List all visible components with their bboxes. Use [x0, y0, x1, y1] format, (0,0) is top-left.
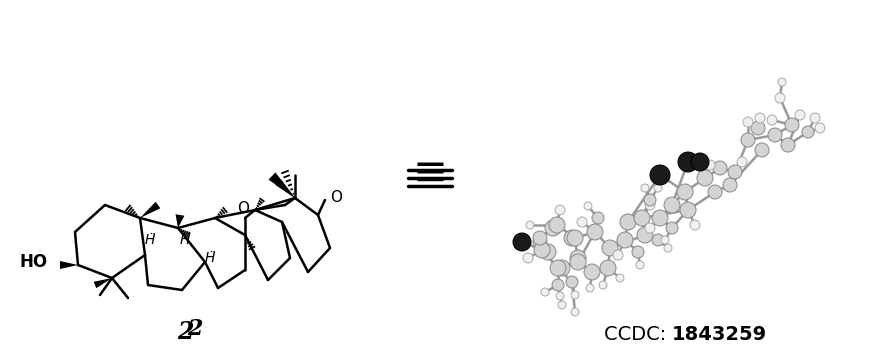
Circle shape [571, 291, 579, 299]
Circle shape [602, 240, 618, 256]
Text: HO: HO [20, 253, 48, 271]
Circle shape [617, 232, 633, 248]
Circle shape [556, 292, 564, 300]
Text: CCDC:: CCDC: [604, 325, 672, 344]
Circle shape [586, 284, 594, 292]
Circle shape [577, 217, 587, 227]
Circle shape [549, 217, 565, 233]
Polygon shape [276, 179, 295, 198]
Circle shape [533, 235, 547, 249]
Circle shape [566, 276, 578, 288]
Text: O: O [330, 190, 342, 205]
Circle shape [587, 224, 603, 240]
Text: 2: 2 [187, 318, 203, 340]
Circle shape [650, 165, 670, 185]
Polygon shape [269, 173, 295, 198]
Circle shape [723, 178, 737, 192]
Circle shape [540, 244, 556, 260]
Circle shape [634, 210, 650, 226]
Circle shape [815, 123, 825, 133]
Circle shape [697, 170, 713, 186]
Circle shape [570, 254, 586, 270]
Circle shape [810, 113, 820, 123]
Circle shape [599, 281, 607, 289]
Circle shape [767, 115, 777, 125]
Circle shape [644, 194, 656, 206]
Circle shape [584, 202, 592, 210]
Circle shape [571, 308, 579, 316]
Circle shape [737, 157, 747, 167]
Circle shape [652, 234, 664, 246]
Circle shape [751, 121, 765, 135]
Circle shape [778, 78, 786, 86]
Circle shape [600, 260, 616, 276]
Circle shape [616, 274, 624, 282]
Circle shape [755, 113, 765, 123]
Circle shape [620, 214, 636, 230]
Circle shape [637, 227, 653, 243]
Circle shape [533, 231, 547, 245]
Circle shape [552, 279, 564, 291]
Circle shape [795, 110, 805, 120]
Circle shape [554, 260, 570, 276]
Circle shape [641, 184, 649, 192]
Text: O: O [237, 201, 249, 216]
Circle shape [584, 264, 600, 280]
Text: Ḧ: Ḧ [145, 233, 155, 247]
Circle shape [645, 223, 655, 233]
Circle shape [617, 237, 627, 247]
Circle shape [613, 250, 623, 260]
Circle shape [636, 261, 644, 269]
Circle shape [645, 200, 655, 210]
Circle shape [775, 93, 785, 103]
Circle shape [705, 160, 715, 170]
Circle shape [743, 117, 753, 127]
Circle shape [755, 143, 769, 157]
Circle shape [691, 153, 709, 171]
Circle shape [666, 222, 678, 234]
Circle shape [661, 236, 669, 244]
Text: 2: 2 [177, 320, 193, 344]
Text: ≡: ≡ [413, 152, 447, 194]
Circle shape [652, 210, 668, 226]
Circle shape [728, 165, 742, 179]
Circle shape [555, 205, 565, 215]
Circle shape [564, 230, 580, 246]
Circle shape [690, 220, 700, 230]
Circle shape [713, 161, 727, 175]
Circle shape [741, 133, 755, 147]
Text: 1843259: 1843259 [672, 325, 767, 344]
Circle shape [513, 233, 531, 251]
Circle shape [785, 118, 799, 132]
Circle shape [802, 126, 814, 138]
Text: Ḧ: Ḧ [205, 251, 215, 265]
Circle shape [677, 184, 693, 200]
Circle shape [523, 253, 533, 263]
Polygon shape [140, 202, 160, 218]
Circle shape [664, 244, 672, 252]
Polygon shape [94, 278, 112, 288]
Polygon shape [60, 261, 78, 269]
Circle shape [570, 250, 586, 266]
Circle shape [632, 246, 644, 258]
Circle shape [550, 260, 566, 276]
Circle shape [567, 230, 583, 246]
Circle shape [526, 221, 534, 229]
Circle shape [708, 185, 722, 199]
Circle shape [654, 184, 662, 192]
Circle shape [678, 152, 698, 172]
Circle shape [768, 128, 782, 142]
Circle shape [534, 242, 550, 258]
Circle shape [558, 301, 566, 309]
Circle shape [664, 197, 680, 213]
Text: Ḧ: Ḧ [180, 233, 190, 247]
Circle shape [592, 212, 604, 224]
Circle shape [781, 138, 795, 152]
Circle shape [680, 202, 696, 218]
Polygon shape [176, 214, 185, 228]
Circle shape [545, 220, 561, 236]
Circle shape [541, 288, 549, 296]
